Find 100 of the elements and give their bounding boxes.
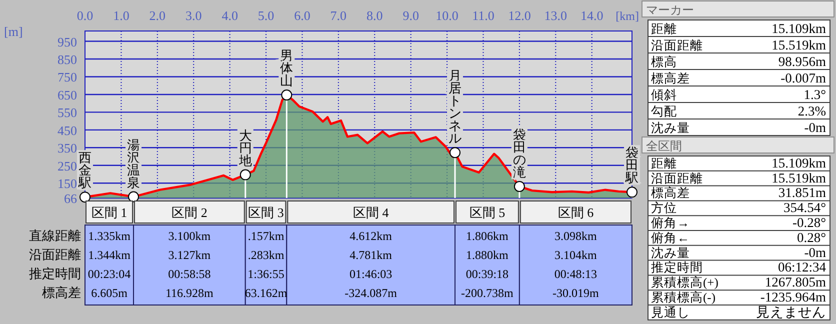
category-label: 方位 <box>651 201 677 216</box>
text: 2.3% <box>798 104 826 118</box>
text: 4.612km <box>350 229 392 243</box>
text: 1.344km <box>88 248 130 262</box>
y-tick-label: 650 <box>58 87 77 102</box>
category-label: 俯角→ <box>651 216 690 230</box>
text: -200.738m <box>461 286 514 300</box>
annotation: 月居トンネル <box>448 68 462 146</box>
category-label: 標高差 <box>651 72 690 86</box>
text: -0m <box>804 120 826 135</box>
category-label: 区間 5 <box>469 205 506 220</box>
category-label: 区間 3 <box>248 205 284 220</box>
text: 0.28° <box>796 230 826 245</box>
category-label: 標高差 <box>42 285 81 300</box>
text: 116.928m <box>166 286 214 300</box>
text: 3.098km <box>554 229 597 243</box>
category-label: 標高 <box>651 55 677 69</box>
y-tick-label: 450 <box>58 122 77 138</box>
annotation: 男体山 <box>280 48 294 88</box>
text: 00:23:04 <box>88 267 131 281</box>
text: 1267.805m <box>764 274 826 290</box>
y-tick-label: 250 <box>58 158 77 174</box>
text: 3.127km <box>168 248 211 262</box>
x-tick-label: 8.0 <box>366 8 383 23</box>
text: 6.605m <box>91 286 128 300</box>
category-label: 沿面距離 <box>29 247 81 262</box>
category-label: 沈み量 <box>651 246 690 260</box>
text: 4.781km <box>350 248 392 262</box>
text: 3.104km <box>554 248 597 262</box>
category-label: 累積標高(+) <box>651 276 718 290</box>
text: -0.007m <box>780 70 826 86</box>
text: 00:48:13 <box>554 267 598 281</box>
x-tick-label: 14.0 <box>580 8 604 23</box>
annotation: 西金駅 <box>78 150 92 190</box>
category-label: 沿面距離 <box>651 38 703 52</box>
category-label: 区間 4 <box>352 205 390 220</box>
category-label: 見通し <box>651 305 690 320</box>
text: 00:58:58 <box>168 267 211 281</box>
y-tick-label: 750 <box>58 70 77 85</box>
x-tick-label: 12.0 <box>508 8 531 23</box>
x-tick-label: 1.0 <box>113 8 130 23</box>
category-label: 距離 <box>651 22 677 36</box>
text: 1.335km <box>88 229 130 243</box>
x-tick-label: 6.0 <box>294 8 310 23</box>
text: -0m <box>804 244 826 260</box>
annotation: 袋田駅 <box>624 145 638 186</box>
category-label: 沿面距離 <box>651 171 703 186</box>
category-label: 累積標高(-) <box>651 290 716 304</box>
x-axis-title: [km] <box>616 9 639 23</box>
x-tick-label: 11.0 <box>472 8 494 23</box>
text: -324.087m <box>344 286 397 300</box>
text: .283km <box>248 248 284 262</box>
text: 31.851m <box>778 185 826 200</box>
text: 15.519km <box>772 170 826 186</box>
x-tick-label: 5.0 <box>258 8 274 23</box>
x-tick-label: 10.0 <box>436 8 458 23</box>
y-tick-label: 850 <box>58 52 77 68</box>
category-label: 標高差 <box>651 186 690 200</box>
y-axis-title: [m] <box>4 24 23 39</box>
text: 1.880km <box>466 248 508 262</box>
category-label: 沈み量 <box>651 121 690 135</box>
text: 98.956m <box>778 54 826 69</box>
x-tick-label: 3.0 <box>185 8 202 23</box>
annotation: 湯沢温泉 <box>127 137 140 190</box>
y-tick-label: 950 <box>58 34 77 50</box>
text: -0.28° <box>792 215 826 230</box>
category-label: 区間 2 <box>172 205 208 220</box>
text: .157km <box>248 229 284 243</box>
category-label: 推定時間 <box>29 266 81 281</box>
category-label: 区間 6 <box>558 205 594 220</box>
text: 全区間 <box>646 139 682 153</box>
y-tick-label: 350 <box>58 140 77 156</box>
x-tick-label: 13.0 <box>544 8 568 23</box>
x-tick-label: 4.0 <box>222 8 238 23</box>
x-tick-label: 9.0 <box>402 8 419 23</box>
text: 01:46:03 <box>349 267 392 281</box>
text: 00:39:18 <box>466 267 509 281</box>
category-label: 勾配 <box>651 104 677 118</box>
y-tick-label: 550 <box>58 105 77 120</box>
category-label: 区間 1 <box>91 205 128 220</box>
text: -1235.964m <box>760 290 826 304</box>
category-label: 傾斜 <box>651 88 677 102</box>
text: 06:12:34 <box>778 260 826 275</box>
text: 3.100km <box>168 229 211 243</box>
category-label: 俯角← <box>651 230 690 245</box>
text: 15.519km <box>772 38 826 52</box>
y-tick-label: 66 <box>64 191 78 206</box>
annotation: 袋田の滝 <box>512 126 526 180</box>
x-tick-label: 2.0 <box>149 8 166 23</box>
text: 1.806km <box>466 229 508 243</box>
category-label: 推定時間 <box>651 260 703 275</box>
text: 1:36:55 <box>248 267 284 281</box>
text: 15.109km <box>772 21 826 36</box>
x-tick-label: 0.0 <box>76 8 94 23</box>
x-tick-label: 7.0 <box>330 8 347 23</box>
annotation: 大円地 <box>238 128 252 168</box>
text: 1.3° <box>804 87 826 102</box>
text: 354.54° <box>783 200 826 216</box>
text: 見えません <box>756 304 826 320</box>
text: マーカー <box>646 3 694 17</box>
